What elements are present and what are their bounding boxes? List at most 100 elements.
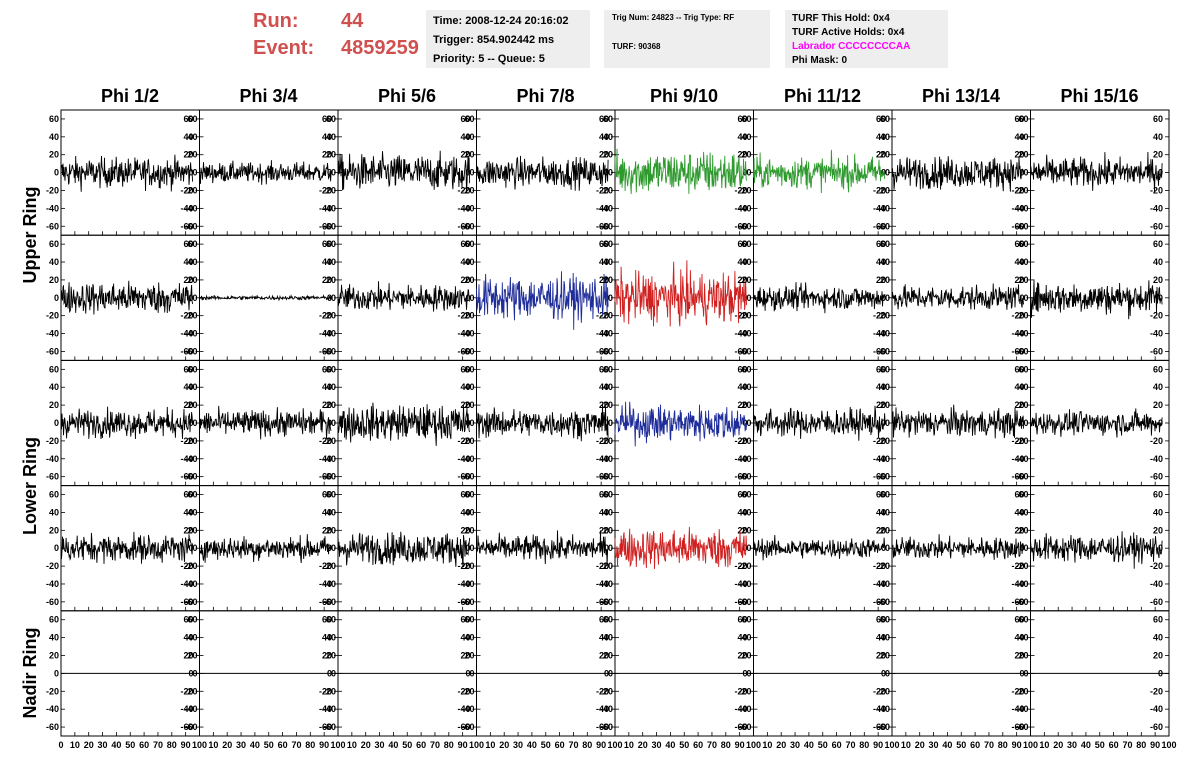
y-tick-label: -40	[180, 454, 193, 464]
y-tick-label: 40	[322, 257, 332, 267]
y-tick-label: 60	[737, 364, 747, 374]
y-tick-label: 60	[880, 364, 890, 374]
y-tick-label: 60	[1018, 615, 1028, 625]
y-tick-label: -40	[1150, 203, 1163, 213]
waveform-trace	[891, 156, 1025, 192]
y-tick-label: 40	[187, 257, 197, 267]
waveform-trace	[60, 154, 194, 192]
y-tick-label: 60	[603, 239, 613, 249]
y-tick-label: -60	[184, 472, 197, 482]
x-tick-label: 50	[541, 740, 551, 750]
y-tick-label: -40	[46, 454, 59, 464]
phi-column-header: Phi 11/12	[783, 86, 862, 106]
y-tick-label: -40	[46, 704, 59, 714]
waveform-trace	[60, 531, 194, 564]
y-tick-label: -20	[877, 561, 890, 571]
y-tick-label: 20	[741, 525, 751, 535]
y-tick-label: -60	[734, 346, 747, 356]
x-tick-label: 40	[111, 740, 121, 750]
x-tick-label: 60	[278, 740, 288, 750]
y-tick-label: 60	[741, 615, 751, 625]
y-tick-label: -40	[1015, 704, 1028, 714]
y-tick-label: 20	[603, 651, 613, 661]
y-tick-label: 20	[1153, 651, 1163, 661]
y-tick-label: 40	[737, 507, 747, 517]
y-tick-label: 40	[1018, 633, 1028, 643]
y-tick-label: 40	[603, 633, 613, 643]
y-tick-label: 0	[746, 668, 751, 678]
y-tick-label: -40	[596, 329, 609, 339]
y-tick-label: -20	[323, 686, 336, 696]
y-tick-label: -40	[323, 704, 336, 714]
y-tick-label: -20	[323, 311, 336, 321]
y-tick-label: -60	[596, 597, 609, 607]
y-tick-label: 40	[880, 382, 890, 392]
waveform-trace	[199, 294, 332, 302]
y-tick-label: 40	[741, 132, 751, 142]
waveform-trace	[1030, 151, 1163, 193]
y-tick-label: 60	[1018, 490, 1028, 500]
y-tick-label: -60	[738, 221, 751, 231]
y-tick-label: -20	[323, 436, 336, 446]
time-text: Time: 2008-12-24 20:16:02	[433, 15, 569, 27]
y-tick-label: -20	[184, 436, 197, 446]
x-tick-label: 30	[98, 740, 108, 750]
y-tick-label: 60	[603, 114, 613, 124]
y-tick-label: 40	[737, 257, 747, 267]
y-tick-label: 40	[326, 507, 336, 517]
y-tick-label: -20	[738, 561, 751, 571]
y-tick-label: -40	[1150, 329, 1163, 339]
y-tick-label: 60	[326, 490, 336, 500]
y-tick-label: 60	[599, 615, 609, 625]
y-tick-label: 0	[331, 168, 336, 178]
y-tick-label: 0	[192, 293, 197, 303]
y-tick-label: 60	[737, 615, 747, 625]
y-tick-label: 60	[49, 490, 59, 500]
y-tick-label: -40	[184, 203, 197, 213]
y-tick-label: 0	[331, 293, 336, 303]
y-tick-label: -20	[734, 311, 747, 321]
x-tick-label: 20	[638, 740, 648, 750]
y-tick-label: -20	[1150, 311, 1163, 321]
event-value: 4859259	[341, 37, 419, 59]
y-tick-label: 60	[183, 364, 193, 374]
y-tick-label: -40	[873, 579, 886, 589]
panel-frame	[753, 359, 893, 487]
y-tick-label: -40	[461, 579, 474, 589]
y-tick-label: 60	[599, 364, 609, 374]
y-tick-label: 0	[54, 543, 59, 553]
y-tick-label: 40	[183, 507, 193, 517]
y-tick-label: -60	[184, 346, 197, 356]
x-tick-label: 90	[596, 740, 606, 750]
y-tick-label: 0	[192, 168, 197, 178]
x-tick-label: 50	[679, 740, 689, 750]
y-tick-label: -20	[319, 686, 332, 696]
y-tick-label: 60	[1014, 490, 1024, 500]
y-tick-label: 0	[469, 418, 474, 428]
y-tick-label: 60	[876, 490, 886, 500]
y-tick-label: 0	[192, 668, 197, 678]
y-tick-label: 20	[187, 525, 197, 535]
y-tick-label: -60	[1011, 472, 1024, 482]
y-tick-label: -40	[873, 454, 886, 464]
y-tick-label: 20	[737, 400, 747, 410]
y-tick-label: -20	[319, 185, 332, 195]
y-tick-label: -60	[734, 472, 747, 482]
y-tick-label: 60	[326, 615, 336, 625]
x-tick-label: 60	[416, 740, 426, 750]
y-tick-label: -20	[319, 561, 332, 571]
y-tick-label: -20	[184, 311, 197, 321]
y-tick-label: -20	[738, 311, 751, 321]
y-tick-label: 20	[187, 651, 197, 661]
y-tick-label: 60	[326, 114, 336, 124]
y-tick-label: 20	[1018, 275, 1028, 285]
x-tick-label: 10	[485, 740, 495, 750]
y-tick-label: 20	[741, 150, 751, 160]
y-tick-label: 0	[885, 168, 890, 178]
y-tick-label: -20	[1011, 311, 1024, 321]
y-tick-label: 0	[1019, 293, 1024, 303]
waveform-trace	[753, 405, 886, 441]
y-tick-label: 60	[876, 114, 886, 124]
y-tick-label: 60	[880, 239, 890, 249]
y-tick-label: -60	[323, 346, 336, 356]
